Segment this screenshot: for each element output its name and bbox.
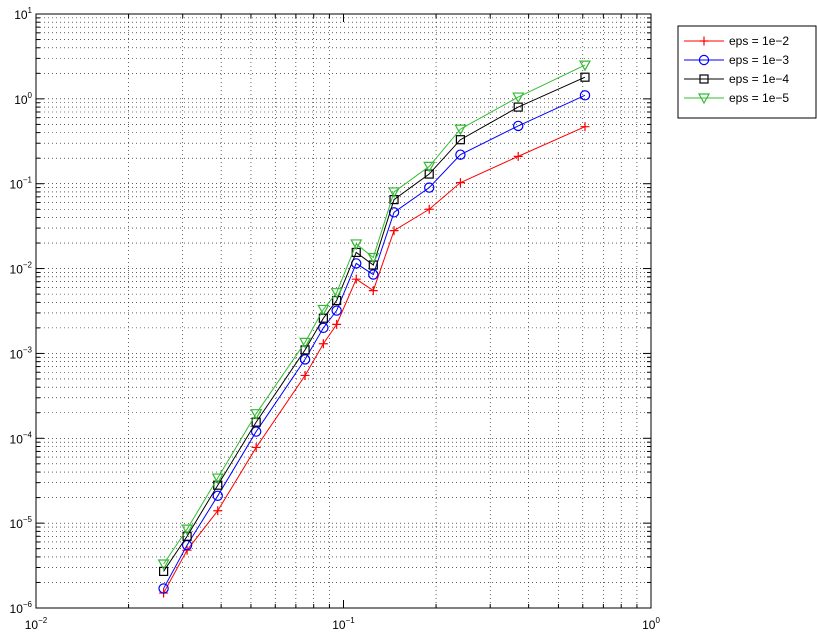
marker-circle xyxy=(455,149,466,160)
legend-item: eps = 1e−3 xyxy=(684,53,789,67)
series-4 xyxy=(157,60,592,571)
legend-label: eps = 1e−5 xyxy=(729,91,789,105)
y-tick-label: 10−3 xyxy=(10,345,33,361)
marker-circle xyxy=(331,305,342,316)
marker-triangle xyxy=(299,337,312,349)
y-tick-label: 10−5 xyxy=(10,515,33,531)
marker-plus xyxy=(580,122,590,132)
marker-square xyxy=(368,260,378,270)
marker-circle xyxy=(250,426,262,437)
marker-plus xyxy=(699,36,709,46)
marker-triangle xyxy=(367,252,380,264)
series-line xyxy=(163,126,586,594)
marker-triangle xyxy=(330,288,343,299)
marker-circle xyxy=(212,490,223,502)
marker-plus xyxy=(332,319,342,329)
marker-triangle xyxy=(423,161,436,173)
marker-square xyxy=(424,169,434,179)
marker-square xyxy=(699,74,709,84)
series-line xyxy=(163,64,586,565)
marker-plus xyxy=(424,204,434,214)
marker-triangle xyxy=(388,187,401,199)
x-tick-label: 10−1 xyxy=(332,616,355,632)
marker-circle xyxy=(158,583,169,594)
marker-square xyxy=(182,531,192,541)
series-line xyxy=(163,94,586,589)
marker-square xyxy=(389,194,399,205)
y-tick-label: 10−4 xyxy=(10,430,33,446)
grid xyxy=(36,14,651,609)
legend: eps = 1e−2 eps = 1e−3 eps = 1e−4 eps = 1e−5 xyxy=(677,25,817,119)
marker-square xyxy=(455,135,466,145)
marker-triangle xyxy=(211,473,224,485)
legend-label: eps = 1e−4 xyxy=(729,72,789,86)
legend-label: eps = 1e−3 xyxy=(729,53,789,67)
marker-triangle xyxy=(157,559,170,571)
y-tick-label: 10−6 xyxy=(10,600,33,616)
marker-circle xyxy=(388,207,400,218)
marker-triangle xyxy=(512,92,525,104)
legend-item: eps = 1e−2 xyxy=(684,34,789,48)
marker-triangle xyxy=(350,239,363,251)
marker-plus xyxy=(300,370,310,380)
marker-plus xyxy=(513,151,523,161)
marker-circle xyxy=(368,269,379,280)
marker-triangle xyxy=(250,409,263,420)
marker-circle xyxy=(424,182,435,193)
marker-square xyxy=(300,345,310,355)
marker-plus xyxy=(351,274,361,284)
marker-triangle xyxy=(697,93,711,105)
legend-label: eps = 1e−2 xyxy=(729,34,789,48)
x-tick-label: 100 xyxy=(642,616,660,632)
series-line xyxy=(163,76,586,572)
marker-circle xyxy=(579,90,591,101)
marker-plus xyxy=(251,442,261,452)
legend-item: eps = 1e−5 xyxy=(684,91,789,105)
marker-circle xyxy=(318,322,329,334)
marker-plus xyxy=(213,506,223,516)
marker-plus xyxy=(389,226,399,236)
plot-background xyxy=(36,14,651,608)
marker-plus xyxy=(318,339,328,349)
y-tick-label: 10−2 xyxy=(10,261,33,277)
marker-plus xyxy=(368,286,378,296)
marker-circle xyxy=(698,54,710,66)
marker-square xyxy=(580,72,590,82)
series-group xyxy=(157,60,592,598)
x-tick-label: 10−2 xyxy=(25,616,48,632)
y-tick-label: 10−1 xyxy=(10,176,33,192)
marker-circle xyxy=(299,354,311,365)
marker-triangle xyxy=(454,124,467,136)
marker-circle xyxy=(513,120,524,132)
marker-plus xyxy=(455,178,465,188)
marker-triangle xyxy=(317,304,330,316)
y-tick-label: 101 xyxy=(14,6,32,22)
y-tick-label: 100 xyxy=(14,91,32,107)
series-2 xyxy=(158,90,591,594)
legend-item: eps = 1e−4 xyxy=(684,72,789,86)
marker-square xyxy=(159,566,169,576)
marker-triangle xyxy=(181,524,194,536)
marker-triangle xyxy=(578,60,592,72)
ticks: 10−2 10−1 100 10−6 10−5 10−4 10−3 10−2 10−1 100 10… xyxy=(10,6,661,632)
